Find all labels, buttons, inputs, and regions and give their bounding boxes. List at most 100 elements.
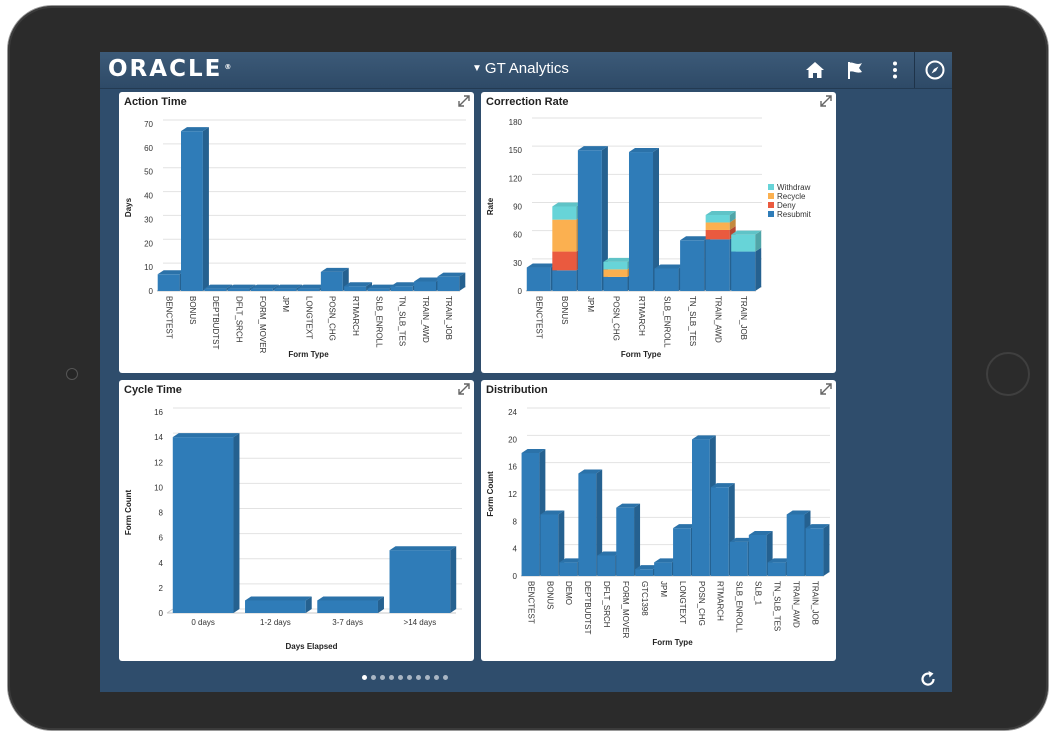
y-tick-label: 150 [509, 146, 523, 155]
y-tick-label: 4 [513, 545, 518, 554]
bar-form_mover[interactable] [250, 288, 273, 291]
bar-dflt_srch[interactable] [227, 288, 250, 291]
x-tick-label: TRAIN_JOB [739, 296, 748, 340]
bar-slb_enroll[interactable] [729, 541, 748, 576]
bar-bonus-resubmit[interactable] [552, 270, 577, 291]
page-dot[interactable] [407, 675, 412, 680]
bar-tn_slb_tes-resubmit[interactable] [680, 240, 705, 291]
more-vertical-icon[interactable] [882, 57, 908, 83]
bar-train_awd[interactable] [414, 281, 436, 291]
page-dot[interactable] [425, 675, 430, 680]
bar-train_job[interactable] [437, 276, 460, 291]
bar-0 days[interactable] [172, 437, 234, 613]
x-tick-label: TRAIN_JOB [810, 581, 819, 625]
bar-tn_slb_tes[interactable] [390, 286, 413, 291]
page-dot[interactable] [434, 675, 439, 680]
bar-train_job-withdraw[interactable] [731, 234, 756, 252]
bar-form_mover[interactable] [616, 507, 635, 576]
bar-demo[interactable] [559, 562, 578, 576]
axis-depth-line [166, 608, 174, 614]
bar-slb_enroll-resubmit[interactable] [654, 268, 679, 291]
header-bar: ORACLE ® ▼ GT Analytics [100, 52, 952, 89]
y-tick-label: 0 [159, 609, 164, 618]
bar-train_job[interactable] [805, 528, 824, 576]
bar-top [540, 510, 565, 515]
page-dot[interactable] [416, 675, 421, 680]
bar-tn_slb_tes[interactable] [767, 562, 786, 576]
bar-bonus-deny[interactable] [552, 251, 577, 271]
bar->14 days[interactable] [389, 550, 451, 613]
bar-train_job-resubmit[interactable] [731, 251, 756, 291]
bar-posn_chg[interactable] [320, 271, 343, 291]
expand-icon[interactable] [820, 383, 832, 395]
y-tick-label: 70 [144, 120, 153, 129]
bar-dflt_srch[interactable] [597, 555, 616, 577]
y-axis-title: Form Count [486, 471, 495, 517]
bar-top [297, 284, 326, 289]
y-tick-label: 4 [159, 559, 164, 568]
x-tick-label: POSN_CHG [328, 296, 337, 341]
bar-side [653, 148, 660, 291]
y-tick-label: 60 [144, 144, 153, 153]
bar-jpm[interactable] [274, 288, 297, 291]
bar-bonus-withdraw[interactable] [552, 206, 577, 220]
page-dot[interactable] [371, 675, 376, 680]
bar-benctest-resubmit[interactable] [526, 267, 551, 291]
page-dot[interactable] [362, 675, 367, 680]
bar-rtmarch[interactable] [344, 286, 367, 291]
bar-posn_chg-withdraw[interactable] [603, 261, 628, 270]
bar-rtmarch[interactable] [710, 487, 729, 576]
bar-slb_enroll[interactable] [367, 288, 390, 291]
bar-slb_1[interactable] [748, 535, 767, 576]
bar-gtc1398[interactable] [635, 569, 653, 576]
expand-icon[interactable] [458, 95, 470, 107]
compass-icon[interactable] [922, 57, 948, 83]
x-tick-label: BONUS [188, 296, 197, 324]
bar-side [755, 230, 762, 252]
bar-jpm[interactable] [654, 562, 672, 576]
page-dot[interactable] [398, 675, 403, 680]
bar-longtext[interactable] [673, 528, 691, 576]
bar-bonus-recycle[interactable] [552, 219, 577, 252]
bar-rtmarch-resubmit[interactable] [628, 152, 654, 291]
bar-top [521, 449, 546, 453]
x-tick-label: DFLT_SRCH [602, 581, 611, 628]
bar-train_awd-deny[interactable] [705, 229, 730, 240]
bar-top [767, 558, 792, 563]
bar-bonus[interactable] [181, 131, 203, 291]
bar-benctest[interactable] [521, 453, 540, 576]
home-icon[interactable] [802, 57, 828, 83]
flag-icon[interactable] [842, 57, 868, 83]
bar-top [320, 267, 349, 272]
bar-posn_chg-resubmit[interactable] [603, 276, 628, 291]
bar-train_awd-withdraw[interactable] [705, 214, 730, 223]
refresh-icon[interactable] [918, 669, 938, 689]
page-dot[interactable] [380, 675, 385, 680]
bar-top [389, 546, 457, 551]
bar-train_awd-recycle[interactable] [705, 222, 730, 230]
app-title-dropdown[interactable]: ▼ GT Analytics [472, 60, 569, 77]
bar-deptbudtst[interactable] [204, 288, 227, 291]
bar-posn_chg[interactable] [692, 439, 710, 576]
x-tick-label: SLB_ENROLL [662, 296, 671, 348]
bar-3-7 days[interactable] [317, 600, 378, 613]
page-dot[interactable] [389, 675, 394, 680]
bar-top [344, 282, 373, 287]
x-tick-label: TRAIN_AWD [714, 296, 723, 343]
bar-1-2 days[interactable] [245, 600, 306, 613]
expand-icon[interactable] [820, 95, 832, 107]
page-dot[interactable] [443, 675, 448, 680]
bar-deptbudtst[interactable] [578, 473, 597, 577]
bar-bonus[interactable] [540, 514, 559, 577]
bar-posn_chg-recycle[interactable] [603, 269, 628, 277]
device-home-button[interactable] [986, 352, 1030, 396]
x-tick-label: LONGTEXT [678, 581, 687, 624]
bar-jpm-resubmit[interactable] [577, 150, 602, 291]
bar-train_awd[interactable] [786, 514, 805, 577]
x-tick-label: FORM_MOVER [621, 581, 630, 639]
bar-longtext[interactable] [297, 288, 320, 291]
expand-icon[interactable] [458, 383, 470, 395]
bar-train_awd-resubmit[interactable] [705, 239, 730, 291]
cycle-time-chart: 0 2 4 6 8 10 12 14 16 0 days 1-2 days 3-7 days >14 d… [124, 407, 462, 651]
bar-benctest[interactable] [157, 274, 180, 291]
